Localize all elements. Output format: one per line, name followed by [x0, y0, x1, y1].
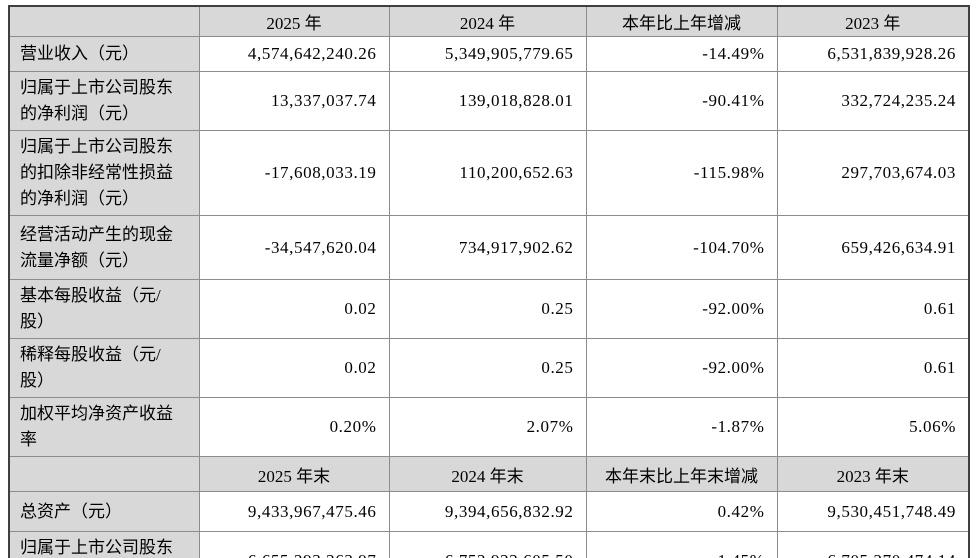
- revenue-2024: 5,349,905,779.65: [388, 36, 587, 72]
- basic-eps-2024: 0.25: [388, 279, 587, 339]
- row-label: 总资产（元）: [8, 491, 200, 532]
- basic-eps-yoy-change: -92.00%: [585, 279, 778, 339]
- column-header-2024: 2024 年: [388, 5, 587, 37]
- basic-eps-2025: 0.02: [198, 279, 390, 339]
- total-assets-2025: 9,433,967,475.46: [198, 491, 390, 532]
- net-assets-2023: 6,705,270,474.14: [776, 531, 970, 558]
- cash-flow-2024: 734,917,902.62: [388, 215, 587, 280]
- row-label: 基本每股收益（元/ 股）: [8, 279, 200, 339]
- net-profit-yoy-change: -90.41%: [585, 71, 778, 131]
- corner-cell: [8, 5, 200, 37]
- row-net-assets: 归属于上市公司股东 的净资产（元） 6,655,293,263.97 6,752…: [8, 531, 970, 558]
- row-label: 加权平均净资产收益 率: [8, 397, 200, 457]
- corner-cell: [8, 456, 200, 492]
- key-financials-table: 2025 年 2024 年 本年比上年增减 2023 年 营业收入（元） 4,5…: [8, 5, 970, 558]
- period-end-header-row: 2025 年末 2024 年末 本年末比上年末增减 2023 年末: [8, 456, 970, 492]
- basic-eps-2023: 0.61: [776, 279, 970, 339]
- row-basic-eps: 基本每股收益（元/ 股） 0.02 0.25 -92.00% 0.61: [8, 279, 970, 339]
- revenue-2025: 4,574,642,240.26: [198, 36, 390, 72]
- row-net-profit-excl-nonrecurring: 归属于上市公司股东 的扣除非经常性损益 的净利润（元） -17,608,033.…: [8, 130, 970, 216]
- total-assets-yoy-change: 0.42%: [585, 491, 778, 532]
- net-assets-2024: 6,752,922,605.50: [388, 531, 587, 558]
- column-header-2025-end: 2025 年末: [198, 456, 390, 492]
- cash-flow-2025: -34,547,620.04: [198, 215, 390, 280]
- row-weighted-avg-roe: 加权平均净资产收益 率 0.20% 2.07% -1.87% 5.06%: [8, 397, 970, 457]
- net-profit-excl-2023: 297,703,674.03: [776, 130, 970, 216]
- row-label: 稀释每股收益（元/ 股）: [8, 338, 200, 398]
- roe-yoy-change: -1.87%: [585, 397, 778, 457]
- row-label: 归属于上市公司股东 的扣除非经常性损益 的净利润（元）: [8, 130, 200, 216]
- revenue-2023: 6,531,839,928.26: [776, 36, 970, 72]
- cash-flow-2023: 659,426,634.91: [776, 215, 970, 280]
- row-label: 经营活动产生的现金 流量净额（元）: [8, 215, 200, 280]
- column-header-end-yoy-change: 本年末比上年末增减: [585, 456, 778, 492]
- total-assets-2023: 9,530,451,748.49: [776, 491, 970, 532]
- net-profit-2024: 139,018,828.01: [388, 71, 587, 131]
- row-operating-cash-flow: 经营活动产生的现金 流量净额（元） -34,547,620.04 734,917…: [8, 215, 970, 280]
- row-label: 归属于上市公司股东 的净资产（元）: [8, 531, 200, 558]
- diluted-eps-2025: 0.02: [198, 338, 390, 398]
- diluted-eps-yoy-change: -92.00%: [585, 338, 778, 398]
- net-profit-2025: 13,337,037.74: [198, 71, 390, 131]
- total-assets-2024: 9,394,656,832.92: [388, 491, 587, 532]
- net-assets-yoy-change: -1.45%: [585, 531, 778, 558]
- row-total-assets: 总资产（元） 9,433,967,475.46 9,394,656,832.92…: [8, 491, 970, 532]
- row-label: 营业收入（元）: [8, 36, 200, 72]
- roe-2025: 0.20%: [198, 397, 390, 457]
- net-profit-excl-2025: -17,608,033.19: [198, 130, 390, 216]
- column-header-2025: 2025 年: [198, 5, 390, 37]
- row-diluted-eps: 稀释每股收益（元/ 股） 0.02 0.25 -92.00% 0.61: [8, 338, 970, 398]
- diluted-eps-2024: 0.25: [388, 338, 587, 398]
- row-label: 归属于上市公司股东 的净利润（元）: [8, 71, 200, 131]
- net-assets-2025: 6,655,293,263.97: [198, 531, 390, 558]
- annual-header-row: 2025 年 2024 年 本年比上年增减 2023 年: [8, 5, 970, 37]
- roe-2024: 2.07%: [388, 397, 587, 457]
- net-profit-excl-2024: 110,200,652.63: [388, 130, 587, 216]
- net-profit-2023: 332,724,235.24: [776, 71, 970, 131]
- net-profit-excl-yoy-change: -115.98%: [585, 130, 778, 216]
- row-revenue: 营业收入（元） 4,574,642,240.26 5,349,905,779.6…: [8, 36, 970, 72]
- revenue-yoy-change: -14.49%: [585, 36, 778, 72]
- column-header-2023-end: 2023 年末: [776, 456, 970, 492]
- column-header-2023: 2023 年: [776, 5, 970, 37]
- cash-flow-yoy-change: -104.70%: [585, 215, 778, 280]
- column-header-2024-end: 2024 年末: [388, 456, 587, 492]
- roe-2023: 5.06%: [776, 397, 970, 457]
- diluted-eps-2023: 0.61: [776, 338, 970, 398]
- column-header-yoy-change: 本年比上年增减: [585, 5, 778, 37]
- row-net-profit: 归属于上市公司股东 的净利润（元） 13,337,037.74 139,018,…: [8, 71, 970, 131]
